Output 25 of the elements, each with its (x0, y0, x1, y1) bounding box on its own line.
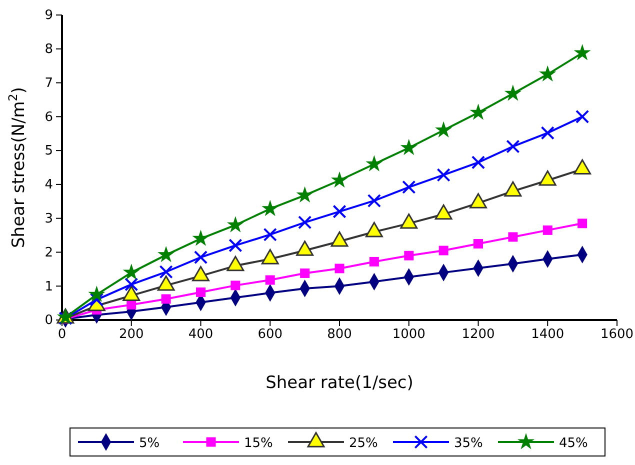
x-tick-label: 800 (327, 327, 352, 342)
x-tick-label: 200 (118, 327, 144, 342)
y-tick-label: 8 (44, 42, 53, 58)
y-tick-label: 6 (44, 110, 53, 125)
y-tick-label: 9 (44, 8, 53, 24)
y-tick-label: 0 (44, 313, 53, 328)
legend-label: 15% (244, 436, 273, 451)
y-tick-label: 2 (44, 245, 53, 260)
x-tick-label: 1600 (600, 327, 634, 342)
x-tick-label: 1200 (462, 327, 495, 342)
legend-label: 25% (349, 436, 378, 451)
x-tick-label: 400 (188, 327, 214, 342)
y-tick-label: 1 (44, 279, 53, 294)
y-tick-label: 7 (44, 76, 53, 91)
x-axis-title: Shear rate(1/sec) (266, 373, 414, 393)
x-tick-label: 0 (58, 327, 66, 342)
legend-label: 5% (139, 436, 160, 451)
y-tick-label: 4 (44, 178, 53, 193)
x-tick-label: 600 (258, 327, 283, 342)
x-tick-label: 1000 (392, 327, 426, 342)
legend-label: 35% (454, 436, 483, 451)
x-tick-label: 1400 (531, 327, 564, 342)
legend-label: 45% (559, 436, 588, 451)
y-tick-label: 3 (44, 211, 53, 226)
y-tick-label: 5 (44, 144, 53, 159)
